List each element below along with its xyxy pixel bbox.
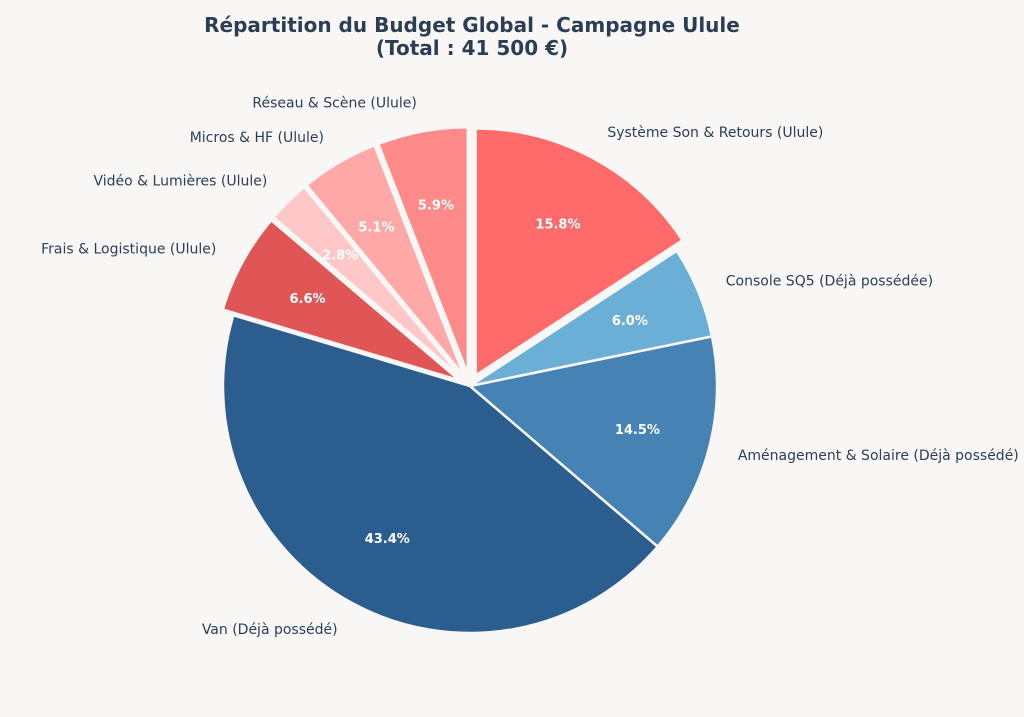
slice-label: Vidéo & Lumières (Ulule) — [93, 173, 267, 189]
pie-slice — [272, 185, 463, 379]
slice-percent-label: 5.1% — [358, 221, 394, 236]
pie-slice — [474, 127, 684, 377]
slice-percent-label: 6.0% — [612, 314, 648, 329]
chart-subtitle: (Total : 41 500 €) — [376, 36, 568, 60]
percent-labels: 5.9% 5.1%2.8% 6.6% 43.4% 14.5% 6.0% 15.8% — [289, 198, 659, 547]
pie-slice — [305, 144, 466, 377]
slice-labels: Réseau & Scène (Ulule) Micros & HF (Ulule… — [41, 95, 1019, 638]
pie-slice — [221, 314, 659, 635]
slice-label: Aménagement & Solaire (Déjà possédé) — [738, 448, 1019, 464]
slice-label: Micros & HF (Ulule) — [190, 130, 324, 146]
slice-percent-label: 5.9% — [418, 198, 454, 213]
slice-label: Frais & Logistique (Ulule) — [41, 241, 216, 257]
slice-label: Van (Déjà possédé) — [202, 622, 338, 638]
pie-slice — [468, 335, 719, 548]
slice-percent-label: 2.8% — [322, 248, 358, 263]
pie-slice — [377, 125, 470, 376]
slice-percent-label: 14.5% — [615, 423, 660, 438]
slice-percent-label: 15.8% — [535, 217, 580, 232]
pie-slices — [221, 125, 719, 635]
pie-slice — [221, 219, 461, 382]
slice-label: Réseau & Scène (Ulule) — [252, 95, 416, 111]
slice-percent-label: 43.4% — [365, 532, 410, 547]
slice-label: Système Son & Retours (Ulule) — [607, 125, 823, 141]
slice-label: Console SQ5 (Déjà possédée) — [726, 274, 933, 290]
pie-slice — [468, 249, 714, 388]
chart-title: Répartition du Budget Global - Campagne … — [204, 13, 740, 37]
slice-percent-label: 6.6% — [289, 292, 325, 307]
